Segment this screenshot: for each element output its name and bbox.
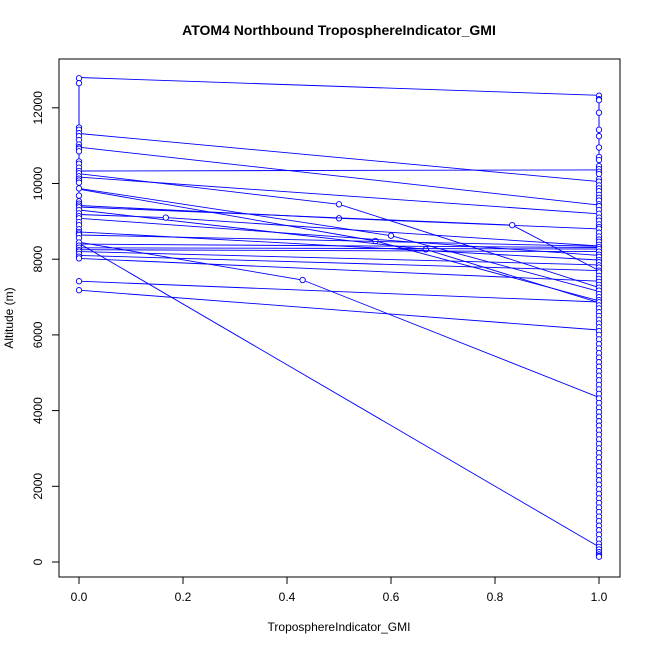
data-point — [335, 201, 343, 208]
x-axis: 0.0 0.2 0.4 0.6 0.8 1.0 — [71, 576, 608, 604]
y-tick-label: 2000 — [31, 473, 45, 500]
x-tick-label: 0.8 — [487, 590, 504, 604]
series-line — [78, 247, 600, 250]
data-point — [595, 133, 603, 140]
series-line — [78, 77, 600, 96]
series-line — [78, 133, 600, 183]
x-tick-label: 0.2 — [175, 590, 192, 604]
data-point — [75, 148, 83, 155]
series-line — [78, 257, 600, 282]
x-tick-label: 0.4 — [279, 590, 296, 604]
data-point — [387, 232, 395, 239]
plot-area — [75, 75, 603, 560]
data-point — [509, 221, 516, 229]
series-line — [78, 242, 600, 548]
x-axis-label: TroposphereIndicator_GMI — [268, 620, 411, 634]
y-tick-label: 10000 — [31, 166, 45, 200]
x-tick-label: 0.6 — [383, 590, 400, 604]
series-line — [78, 169, 600, 172]
chart-title: ATOM4 Northbound TroposphereIndicator_GM… — [182, 22, 496, 38]
data-point — [75, 287, 83, 294]
series-line — [78, 254, 600, 272]
series-line — [78, 234, 600, 247]
data-point — [595, 156, 603, 164]
data-point — [595, 97, 603, 104]
series-line — [78, 251, 600, 266]
series-line — [78, 289, 600, 331]
data-point — [75, 192, 83, 199]
y-tick-label: 8000 — [31, 246, 45, 273]
data-point — [75, 278, 83, 285]
data-point — [162, 214, 169, 221]
data-point — [75, 80, 83, 87]
data-point — [595, 109, 603, 116]
x-tick-label: 0.0 — [71, 590, 88, 604]
y-tick-label: 0 — [31, 558, 45, 565]
data-point — [595, 144, 603, 151]
data-point — [75, 255, 83, 262]
series-line — [78, 176, 600, 215]
data-point — [75, 185, 83, 192]
x-tick-label: 1.0 — [591, 590, 608, 604]
data-point — [595, 126, 603, 133]
y-tick-label: 6000 — [31, 321, 45, 348]
y-axis-label: Altitude (m) — [2, 287, 16, 348]
series-line — [78, 243, 600, 248]
y-axis: 0 2000 4000 6000 8000 10000 12000 — [31, 91, 60, 565]
data-point — [299, 276, 306, 284]
series-line — [78, 249, 600, 253]
series-line — [78, 280, 600, 303]
y-tick-label: 12000 — [31, 91, 45, 125]
data-point — [595, 553, 603, 560]
data-point — [75, 179, 83, 186]
y-tick-label: 4000 — [31, 397, 45, 424]
series-line — [78, 146, 600, 206]
